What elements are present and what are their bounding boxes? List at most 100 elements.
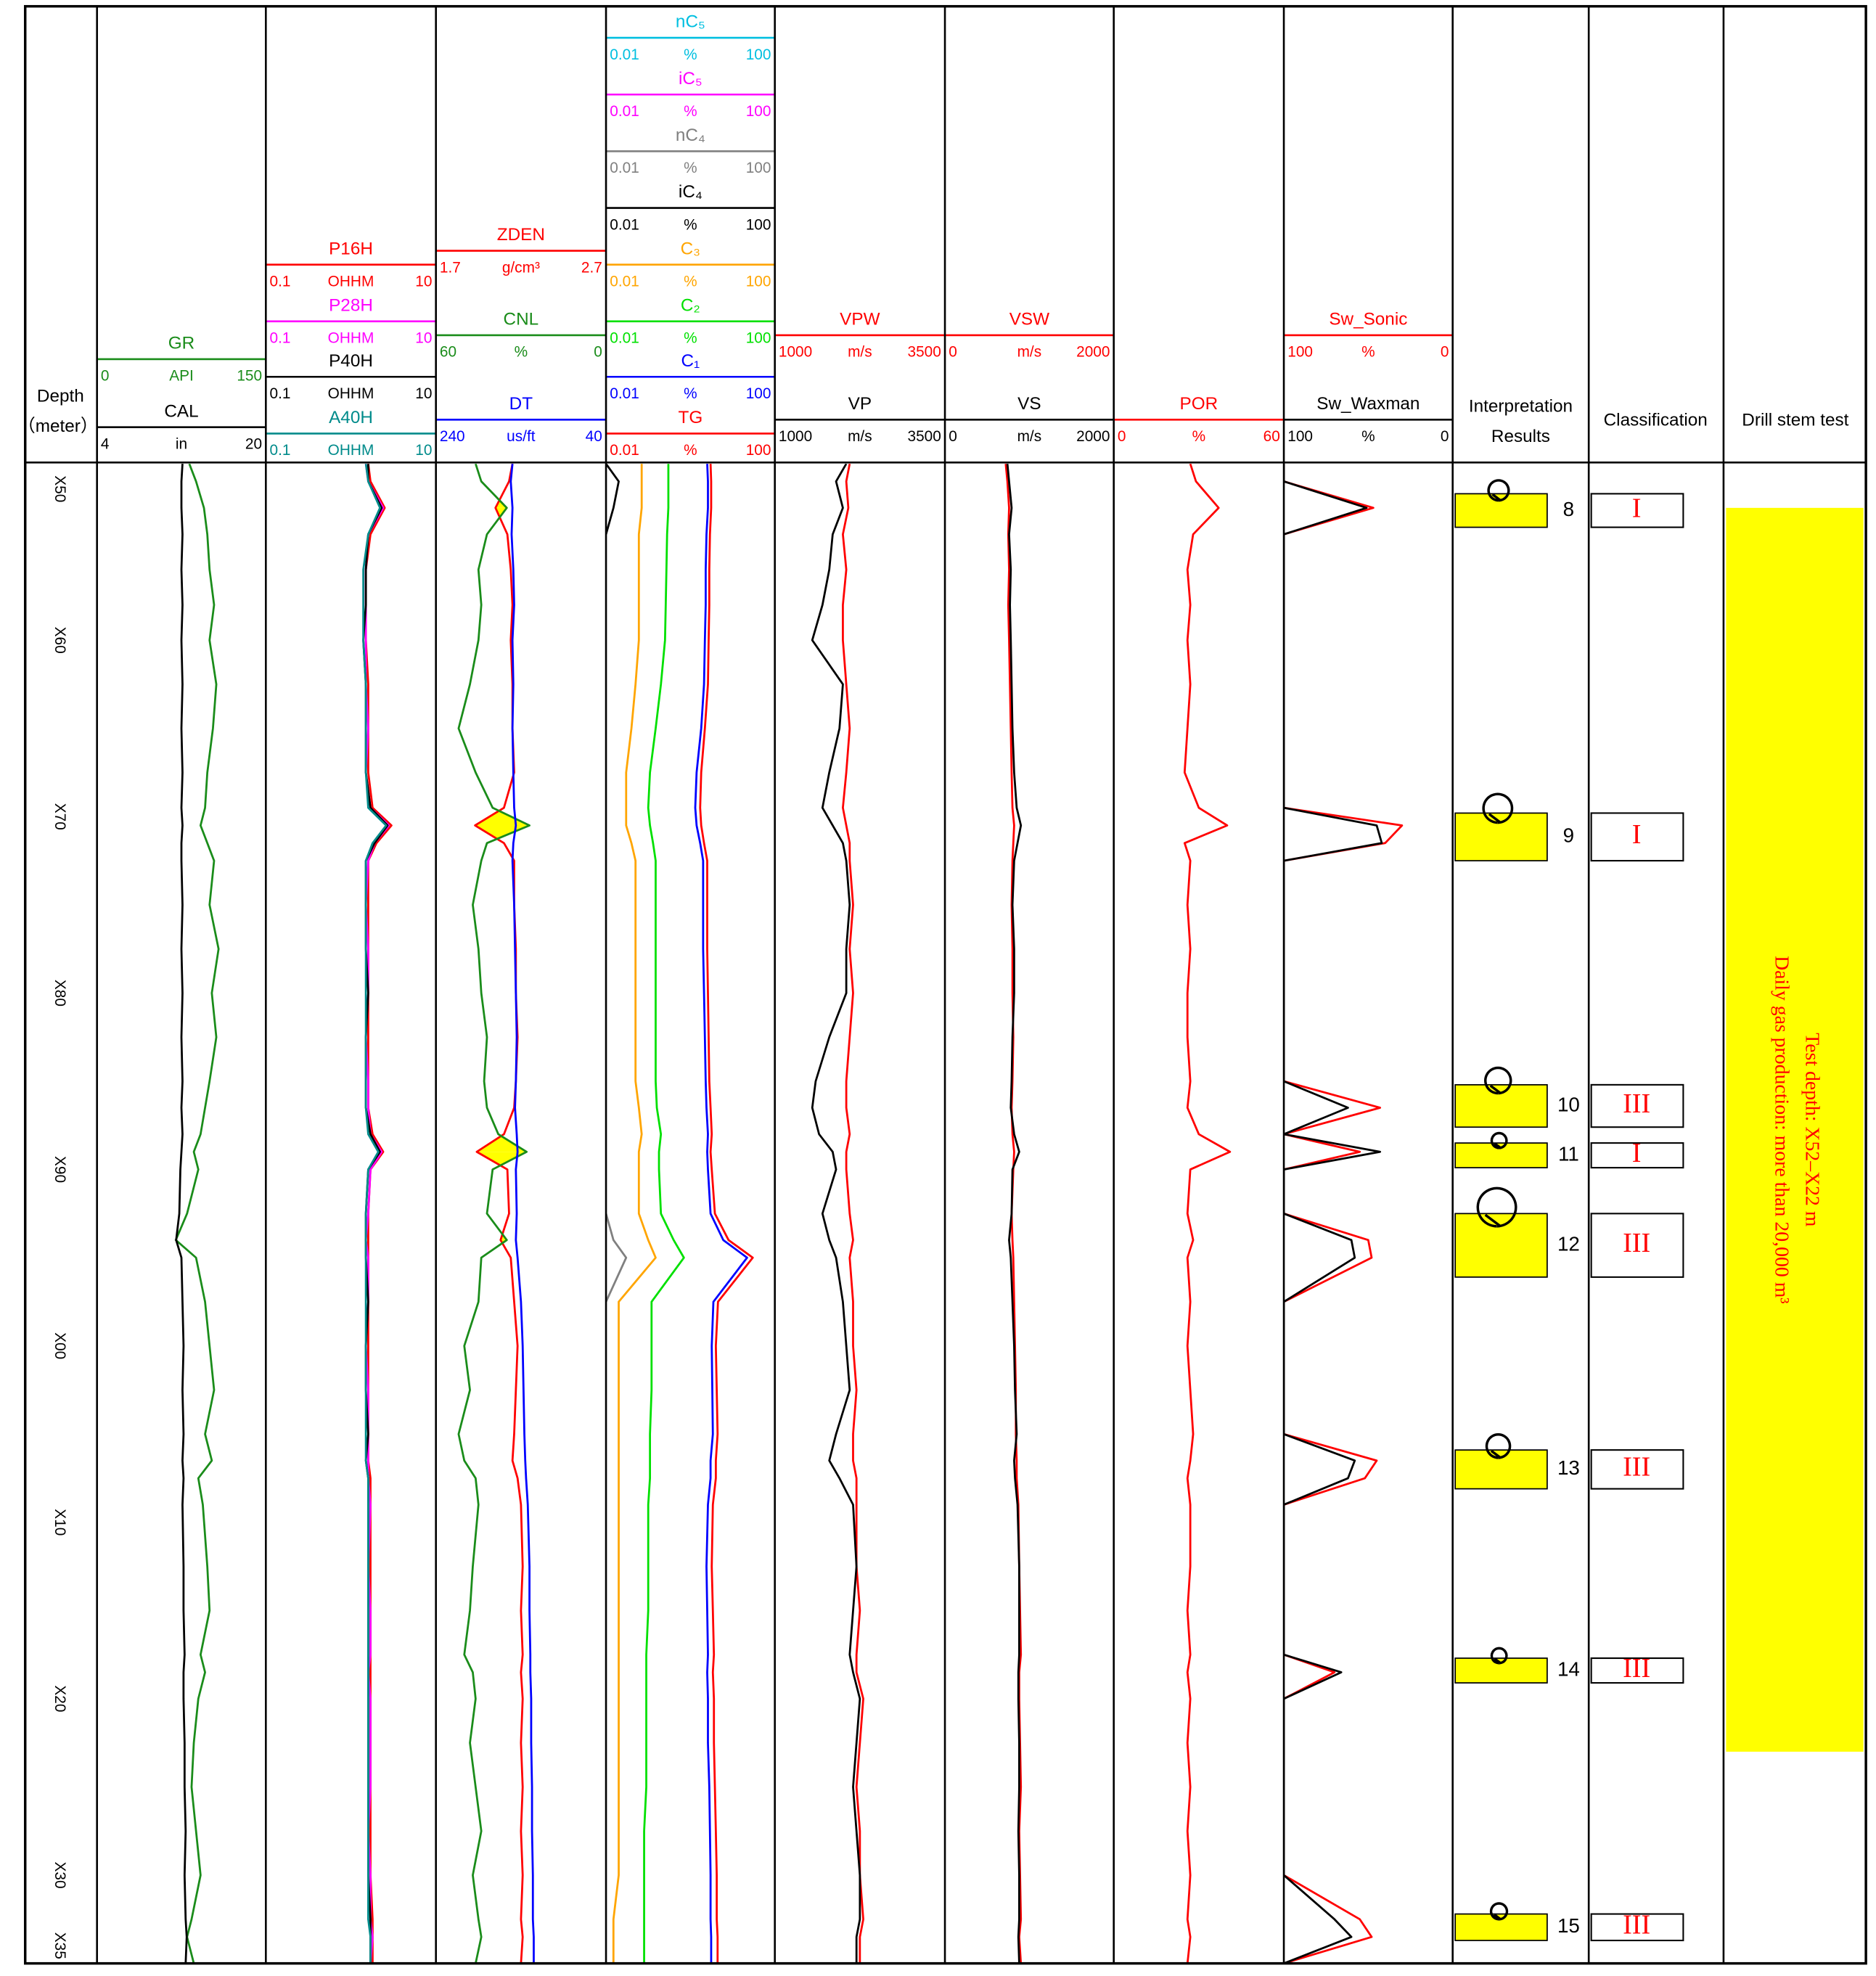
- classification-label: III: [1623, 1452, 1650, 1483]
- scale-unit: API: [169, 368, 194, 385]
- log-curve: [694, 464, 748, 1964]
- scale-max: 2000: [1076, 428, 1110, 445]
- classification-box: [1590, 812, 1684, 862]
- gas-symbol: [1490, 1131, 1508, 1149]
- gas-symbol: [1482, 792, 1514, 824]
- curve-name: ZDEN: [497, 225, 545, 245]
- scale-unit: OHHM: [328, 442, 374, 459]
- curve-name: C₁: [681, 351, 700, 371]
- layer-number: 8: [1563, 498, 1574, 520]
- scale-unit: in: [176, 436, 187, 453]
- scale-min: 0.1: [270, 442, 291, 459]
- scale-max: 100: [746, 216, 771, 233]
- scale-unit: m/s: [1017, 428, 1042, 445]
- layer-number: 13: [1557, 1456, 1580, 1479]
- log-curve: [606, 464, 620, 535]
- gas-symbol: [1484, 1066, 1512, 1095]
- scale-min: 1000: [779, 344, 812, 361]
- gas-symbol: [1490, 1647, 1508, 1665]
- log-curve: [842, 464, 864, 1964]
- scale-min: 0.01: [610, 103, 639, 120]
- scale-unit: m/s: [1017, 344, 1042, 361]
- scale-max: 3500: [908, 428, 941, 445]
- curve-name: POR: [1180, 394, 1218, 414]
- gas-symbol: [1487, 479, 1510, 502]
- classification-label: I: [1632, 493, 1642, 523]
- scale-max: 10: [415, 273, 432, 290]
- depth-tick-label: X20: [52, 1685, 68, 1712]
- layer-number: 12: [1557, 1232, 1580, 1255]
- curve-name: C₃: [681, 239, 700, 258]
- dst-title: Drill stem test: [1742, 410, 1848, 430]
- scale-unit: %: [684, 216, 697, 233]
- scale-max: 10: [415, 442, 432, 459]
- classification-label: III: [1623, 1910, 1650, 1940]
- curve-name: C₂: [681, 295, 700, 315]
- scale-unit: %: [684, 46, 697, 63]
- depth-tick-label: X80: [52, 980, 68, 1007]
- scale-unit: g/cm³: [502, 259, 540, 276]
- depth-tick-label: X35: [52, 1932, 68, 1959]
- dst-note: Daily gas production: more than 20,000 m…: [1771, 956, 1793, 1304]
- interpretation-layer: [1454, 1449, 1548, 1490]
- scale-min: 0.1: [270, 330, 291, 347]
- log-curve: [174, 464, 220, 1964]
- curve-name: A40H: [329, 408, 373, 427]
- curve-name: iC₄: [679, 182, 703, 202]
- gas-symbol: [1476, 1186, 1517, 1228]
- scale-unit: %: [684, 442, 697, 459]
- classification-box: [1590, 1657, 1684, 1684]
- curve-name: CNL: [504, 310, 539, 329]
- scale-max: 40: [586, 428, 602, 445]
- interpretation-title: Interpretation: [1469, 396, 1573, 416]
- scale-unit: %: [1192, 428, 1206, 445]
- curve-name: VS: [1017, 394, 1041, 414]
- scale-unit: %: [684, 103, 697, 120]
- scale-min: 0.1: [270, 273, 291, 290]
- log-curve: [1006, 464, 1023, 1964]
- depth-tick-label: X00: [52, 1332, 68, 1359]
- scale-min: 100: [1287, 344, 1313, 361]
- curve-name: CAL: [164, 401, 198, 421]
- interpretation-title: Results: [1491, 427, 1550, 446]
- log-curve: [811, 464, 861, 1964]
- scale-min: 0.01: [610, 273, 639, 290]
- log-curve: [612, 464, 657, 1964]
- log-curve: [606, 1213, 628, 1303]
- curve-name: nC₅: [676, 12, 705, 32]
- scale-min: 1.7: [440, 259, 461, 276]
- scale-unit: m/s: [848, 428, 872, 445]
- scale-min: 100: [1287, 428, 1313, 445]
- layer-number: 9: [1563, 824, 1574, 847]
- log-curve: [1284, 464, 1383, 1964]
- scale-max: 0: [1441, 428, 1449, 445]
- scale-unit: %: [1361, 428, 1375, 445]
- depth-tick-label: X90: [52, 1156, 68, 1183]
- layer-number: 11: [1558, 1142, 1579, 1165]
- scale-max: 100: [746, 160, 771, 176]
- scale-max: 2000: [1076, 344, 1110, 361]
- curve-name: DT: [509, 394, 533, 414]
- scale-max: 20: [245, 436, 262, 453]
- gas-symbol: [1485, 1433, 1512, 1459]
- scale-unit: OHHM: [328, 273, 374, 290]
- scale-max: 150: [237, 368, 262, 385]
- curve-name: Sw_Waxman: [1316, 394, 1420, 414]
- classification-title: Classification: [1604, 410, 1708, 430]
- classification-label: III: [1623, 1089, 1650, 1119]
- dst-interval: [1726, 507, 1864, 1752]
- interpretation-layer: [1454, 1213, 1548, 1278]
- gas-symbol: [1489, 1902, 1509, 1921]
- scale-min: 0: [101, 368, 110, 385]
- curve-name: nC₄: [676, 126, 705, 145]
- depth-unit: （meter）: [18, 417, 99, 436]
- curve-name: Sw_Sonic: [1329, 310, 1407, 329]
- log-curve: [362, 464, 388, 1964]
- crossover-fill: [476, 1152, 527, 1166]
- curve-name: P16H: [329, 239, 373, 258]
- log-curve: [1183, 464, 1232, 1964]
- log-curve: [643, 464, 685, 1964]
- scale-max: 100: [746, 103, 771, 120]
